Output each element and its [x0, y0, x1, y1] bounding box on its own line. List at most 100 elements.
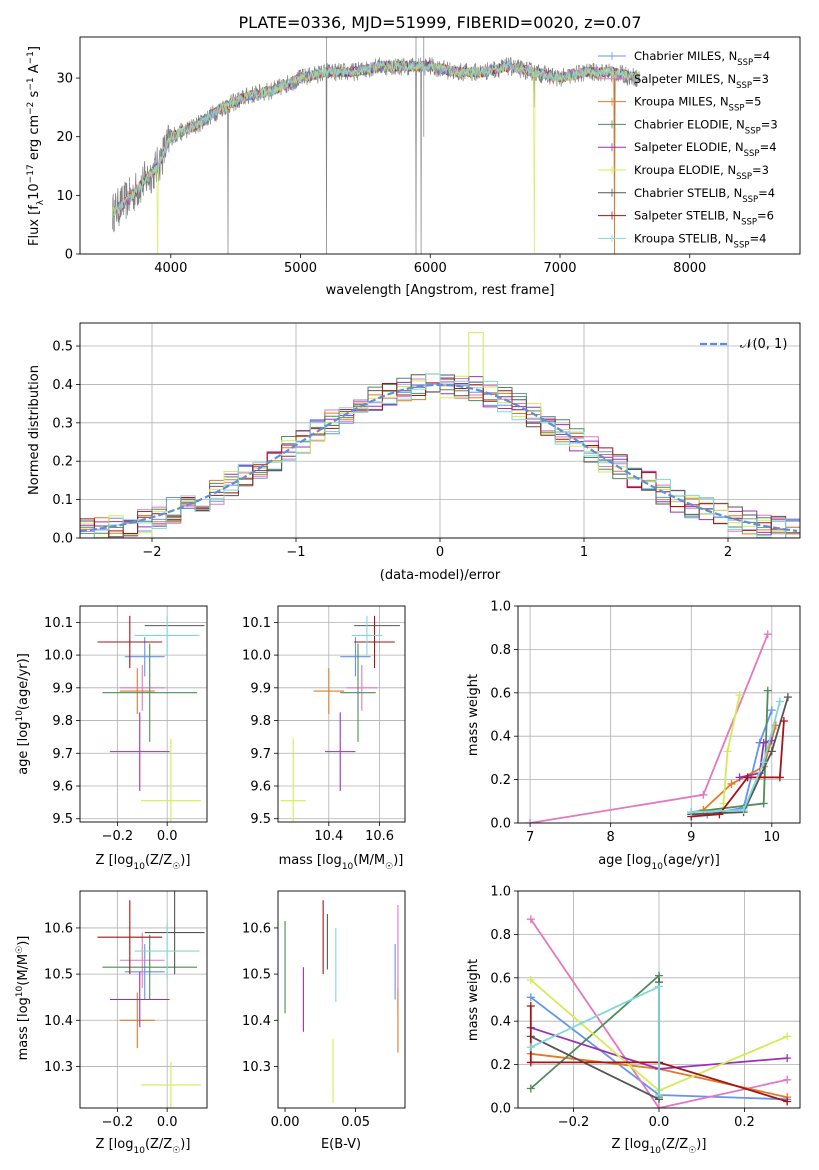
- legend-label: Kroupa ELODIE, NSSP=3: [634, 163, 769, 182]
- mass-weight-marker: [735, 773, 744, 782]
- x-tick-label: 8: [607, 830, 615, 845]
- mass-weight-marker: [735, 690, 744, 699]
- legend-label: Salpeter ELODIE, NSSP=4: [634, 140, 777, 159]
- residuals-frame: [79, 322, 801, 539]
- y-tick-label: 10.0: [44, 649, 73, 664]
- y-tick-label: 0.6: [490, 686, 511, 701]
- y-tick-label: 1.0: [490, 885, 511, 900]
- errorbar-point: [351, 615, 383, 656]
- errorbar-point: [102, 934, 198, 1000]
- errorbar-point: [134, 923, 200, 979]
- errorbar-point: [340, 643, 376, 742]
- x-axis-label: Z [log10(Z/Z☉)]: [96, 853, 191, 872]
- y-tick-label: 10.5: [242, 968, 271, 983]
- legend-label: Salpeter MILES, NSSP=3: [634, 72, 769, 91]
- y-tick-label: 0.1: [52, 493, 73, 508]
- mass-weight-line: [530, 982, 660, 1101]
- mass-weight-marker: [526, 1002, 535, 1011]
- age_vs_mass-axes: [274, 605, 406, 826]
- legend-label: Salpeter STELIB, NSSP=6: [634, 209, 774, 228]
- x-tick-label: 0.2: [734, 1115, 755, 1130]
- model-spectrum-line: [112, 59, 639, 219]
- mass-weight-marker: [655, 982, 663, 991]
- y-tick-label: 0.6: [490, 971, 511, 986]
- y-tick-label: 10.6: [242, 921, 271, 936]
- model-spectrum-line: [112, 60, 639, 219]
- x-tick-label: 6000: [414, 261, 447, 276]
- x-tick-label: 7: [526, 830, 534, 845]
- legend-label: 𝒩(0, 1): [740, 337, 787, 352]
- mass-weight-marker: [526, 975, 535, 984]
- legend-label: Chabrier MILES, NSSP=4: [634, 49, 770, 68]
- mass-weight-marker: [759, 799, 768, 808]
- y-tick-label: 9.5: [52, 812, 73, 827]
- errorbar-point: [280, 738, 306, 822]
- mass-weight-marker: [743, 773, 752, 782]
- x-tick-label: 10.6: [365, 829, 394, 844]
- y-axis-label: mass weight: [466, 674, 481, 756]
- mass-weight-marker: [655, 1104, 663, 1108]
- y-tick-label: 0.2: [52, 455, 73, 470]
- errorbar-point: [346, 664, 378, 711]
- model-spectrum-line: [112, 60, 639, 219]
- mass-weight-marker: [767, 747, 776, 756]
- y-axis-label: age [log10(age/yr)]: [15, 653, 31, 775]
- mass-weight-marker: [719, 799, 728, 808]
- mass-weight-marker: [687, 808, 696, 817]
- y-tick-label: 1.0: [490, 600, 511, 615]
- x-axis-label: Z [log10(Z/Z☉)]: [612, 1137, 707, 1156]
- y-tick-label: 0: [65, 248, 73, 263]
- residuals-plot-area: [80, 332, 800, 538]
- mass-weight-marker: [759, 738, 768, 747]
- mass-weight-marker: [779, 717, 788, 726]
- errorbar-point: [134, 615, 200, 656]
- x-tick-label: −2: [142, 545, 161, 560]
- errorbar-point: [119, 992, 155, 1048]
- x-tick-label: 0.0: [649, 1115, 670, 1130]
- x-tick-label: 4000: [154, 261, 187, 276]
- x-axis-label: wavelength [Angstrom, rest frame]: [326, 283, 555, 298]
- y-tick-label: 10.0: [242, 649, 271, 664]
- mass-weight-marker: [759, 758, 768, 767]
- x-tick-label: 0.0: [157, 829, 178, 844]
- massweight_vs_age-plot-area: [526, 630, 792, 823]
- mass_vs_Z-axes: [76, 890, 208, 1112]
- legend-label: Kroupa MILES, NSSP=5: [634, 95, 761, 114]
- y-tick-label: 9.5: [250, 812, 271, 827]
- model-spectrum-line: [112, 60, 639, 219]
- y-tick-label: 10.3: [242, 1060, 271, 1075]
- y-tick-label: 0.4: [52, 378, 73, 393]
- y-tick-label: 0.3: [52, 416, 73, 431]
- x-tick-label: 0: [436, 545, 444, 560]
- x-tick-label: −0.2: [558, 1115, 590, 1130]
- y-tick-label: 0.4: [490, 730, 511, 745]
- y-tick-label: 0.2: [490, 1058, 511, 1073]
- spectrum-frame: [79, 36, 801, 255]
- age_vs_mass-plot-area: [280, 615, 400, 822]
- mass-weight-marker: [526, 1058, 535, 1067]
- errorbar-point: [119, 664, 165, 711]
- y-tick-label: 20: [56, 130, 73, 145]
- x-axis-label: (data-model)/error: [380, 568, 501, 583]
- mass-weight-marker: [526, 915, 535, 924]
- errorbar-point: [141, 1061, 201, 1108]
- x-tick-label: 7000: [543, 261, 576, 276]
- mass-weight-marker: [767, 706, 776, 715]
- errorbar-point: [119, 668, 155, 714]
- mass-weight-line: [739, 739, 773, 779]
- mass_vs_Z-frame: [79, 890, 208, 1109]
- mass-weight-marker: [727, 779, 736, 788]
- mass-weight-line: [529, 1006, 788, 1103]
- y-tick-label: 0.8: [490, 928, 511, 943]
- mass-weight-marker: [775, 773, 784, 782]
- y-tick-label: 9.6: [250, 780, 271, 795]
- mass-weight-marker: [783, 1054, 792, 1063]
- errorbar-point: [119, 932, 165, 988]
- y-axis-label: mass [log10(M/M☉)]: [15, 936, 31, 1061]
- mass_vs_EBV-frame: [277, 890, 406, 1109]
- massweight_vs_age-frame: [517, 605, 801, 824]
- errorbar-point: [97, 615, 163, 669]
- y-tick-label: 9.8: [52, 714, 73, 729]
- x-tick-label: 10.4: [314, 829, 343, 844]
- x-tick-label: 8000: [673, 261, 706, 276]
